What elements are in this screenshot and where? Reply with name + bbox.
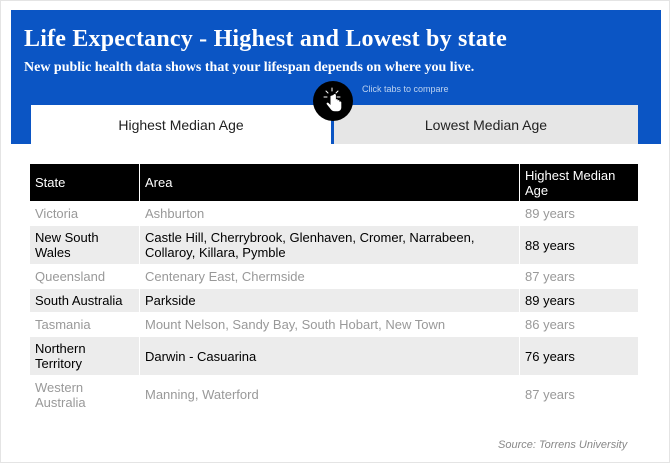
cell-age: 87 years	[525, 269, 575, 284]
table-row: South Australia Parkside 89 years	[30, 289, 638, 313]
tabs-hint: Click tabs to compare	[362, 84, 449, 94]
cell-age: 86 years	[525, 317, 575, 332]
cell-area: Manning, Waterford	[140, 376, 520, 413]
life-expectancy-table: State Area Highest Median Age Victoria A…	[30, 164, 638, 414]
cell-state: Victoria	[30, 202, 140, 225]
column-header-state: State	[30, 164, 140, 201]
cell-area: Centenary East, Chermside	[140, 265, 520, 288]
cell-age: 76 years	[525, 348, 575, 364]
cell-area: Parkside	[140, 289, 520, 312]
cell-area: Ashburton	[140, 202, 520, 225]
cell-area: Castle Hill, Cherrybrook, Glenhaven, Cro…	[140, 226, 520, 264]
cell-state: South Australia	[30, 289, 140, 312]
table-row: Queensland Centenary East, Chermside 87 …	[30, 265, 638, 289]
page-title: Life Expectancy - Highest and Lowest by …	[24, 26, 507, 52]
tab-highest-median-age[interactable]: Highest Median Age	[31, 105, 331, 144]
cell-age: 88 years	[525, 237, 575, 253]
cell-state: Queensland	[30, 265, 140, 288]
table-row: Tasmania Mount Nelson, Sandy Bay, South …	[30, 313, 638, 337]
column-header-age: Highest Median Age	[525, 167, 616, 198]
cell-area: Darwin - Casuarina	[140, 337, 520, 375]
cell-state: New South Wales	[30, 226, 140, 264]
cell-age: 89 years	[525, 206, 575, 221]
tap-hand-icon	[313, 81, 353, 121]
table-row: New South Wales Castle Hill, Cherrybrook…	[30, 226, 638, 265]
cell-state: Northern Territory	[30, 337, 140, 375]
cell-age: 89 years	[525, 293, 575, 308]
cell-state: Tasmania	[30, 313, 140, 336]
table-row: Northern Territory Darwin - Casuarina 76…	[30, 337, 638, 376]
table-row: Western Australia Manning, Waterford 87 …	[30, 376, 638, 414]
cell-age: 87 years	[525, 387, 575, 402]
source-credit: Source: Torrens University	[498, 439, 628, 451]
page-subtitle: New public health data shows that your l…	[24, 60, 475, 75]
tab-lowest-median-age[interactable]: Lowest Median Age	[334, 105, 638, 144]
table-header-row: State Area Highest Median Age	[30, 164, 638, 202]
cell-state: Western Australia	[30, 376, 140, 413]
table-row: Victoria Ashburton 89 years	[30, 202, 638, 226]
cell-area: Mount Nelson, Sandy Bay, South Hobart, N…	[140, 313, 520, 336]
column-header-area: Area	[140, 164, 520, 201]
